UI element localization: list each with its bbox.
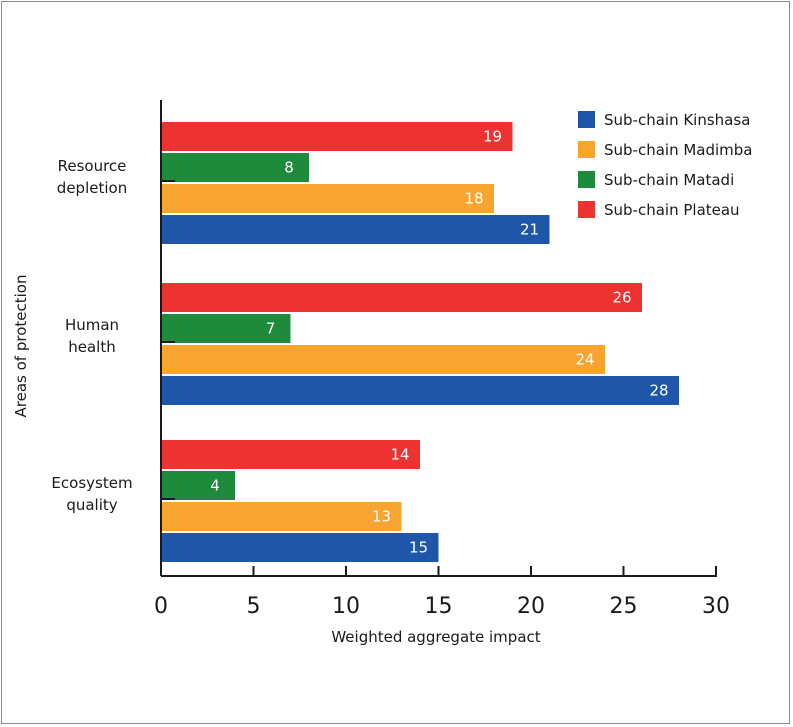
x-tick-label: 25: [610, 594, 638, 619]
bar-value-label: 26: [612, 289, 631, 307]
bar-labels-layer: 19 8 18 21 26 7 24 28 14 4 13 15: [210, 128, 668, 557]
x-tick-label: 15: [425, 594, 453, 619]
legend-label-sub-chain-kinshasa: Sub-chain Kinshasa: [604, 111, 750, 129]
bar-sub-chain-matadi-1: [161, 314, 291, 343]
bar-value-label: 19: [483, 128, 502, 146]
y-axis-title: Areas of protection: [12, 275, 30, 418]
bar-value-label: 14: [390, 446, 409, 464]
x-tick-label: 0: [154, 594, 168, 619]
bar-sub-chain-plateau-1: [161, 283, 642, 312]
bar-sub-chain-matadi-2: [161, 471, 235, 500]
legend-label-sub-chain-plateau: Sub-chain Plateau: [604, 201, 740, 219]
bar-value-label: 8: [284, 159, 294, 177]
category-label: Human health: [65, 316, 119, 356]
bar-sub-chain-kinshasa-2: [161, 533, 439, 562]
bar-sub-chain-plateau-0: [161, 122, 513, 151]
legend-swatch-sub-chain-kinshasa: [578, 111, 595, 128]
legend-swatch-sub-chain-matadi: [578, 171, 595, 188]
x-tick-label: 5: [247, 594, 261, 619]
x-tick-label: 10: [332, 594, 360, 619]
category-labels-layer: Resource depletion Human health Ecosystem qua…: [51, 157, 132, 514]
bar-sub-chain-plateau-2: [161, 440, 420, 469]
bar-value-label: 21: [520, 221, 539, 239]
bars-layer: [161, 122, 679, 562]
bar-value-label: 28: [649, 382, 668, 400]
bar-value-label: 13: [372, 508, 391, 526]
bar-value-label: 7: [266, 320, 276, 338]
bar-value-label: 24: [575, 351, 594, 369]
bar-value-label: 15: [409, 539, 428, 557]
legend: Sub-chain Kinshasa Sub-chain Madimba Sub-c…: [578, 111, 753, 219]
bar-sub-chain-kinshasa-1: [161, 376, 679, 405]
legend-label-sub-chain-matadi: Sub-chain Matadi: [604, 171, 734, 189]
bar-value-label: 18: [464, 190, 483, 208]
bar-sub-chain-madimba-0: [161, 184, 494, 213]
category-label: Ecosystem quality: [51, 474, 132, 514]
bar-sub-chain-kinshasa-0: [161, 215, 550, 244]
bar-sub-chain-madimba-1: [161, 345, 605, 374]
x-tick-label: 30: [702, 594, 730, 619]
bar-sub-chain-matadi-0: [161, 153, 309, 182]
bar-value-label: 4: [210, 477, 220, 495]
x-ticks-layer: 0 5 10 15 20 25 30: [154, 566, 730, 619]
legend-swatch-sub-chain-plateau: [578, 201, 595, 218]
category-label: Resource depletion: [57, 157, 127, 197]
legend-label-sub-chain-madimba: Sub-chain Madimba: [604, 141, 753, 159]
x-axis-title: Weighted aggregate impact: [331, 628, 540, 646]
bar-sub-chain-madimba-2: [161, 502, 402, 531]
legend-swatch-sub-chain-madimba: [578, 141, 595, 158]
x-tick-label: 20: [517, 594, 545, 619]
